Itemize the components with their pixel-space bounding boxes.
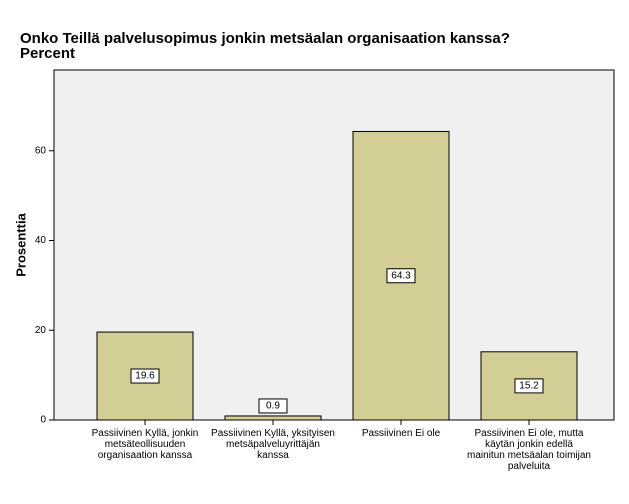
value-label: 19.6 <box>135 371 155 382</box>
x-tick-label: Passiivinen Ei ole, mutta käytän jonkin … <box>467 428 591 472</box>
x-tick-label: Passiivinen Ei ole <box>361 428 441 439</box>
chart-title: Onko Teillä palvelusopimus jonkin metsäa… <box>20 30 510 47</box>
value-label: 64.3 <box>391 270 411 281</box>
y-tick-label: 60 <box>35 145 47 156</box>
value-label: 0.9 <box>266 401 280 412</box>
value-label-box <box>514 378 544 394</box>
y-tick-label: 40 <box>35 235 47 246</box>
x-tick-label: Passiivinen Kyllä, yksityisen metsäpalve… <box>211 428 335 461</box>
y-tick-label: 20 <box>35 325 47 336</box>
value-label: 15.2 <box>519 381 539 392</box>
y-tick-label: 0 <box>40 415 46 426</box>
bar <box>224 415 322 421</box>
value-label-box <box>258 398 288 414</box>
value-label-box <box>130 368 160 384</box>
y-axis-label: Prosenttia <box>13 212 28 276</box>
value-label-box <box>386 268 416 284</box>
x-tick-label: Passiivinen Kyllä, jonkin metsäteollisuu… <box>91 428 199 461</box>
chart-subtitle: Percent <box>20 45 76 62</box>
